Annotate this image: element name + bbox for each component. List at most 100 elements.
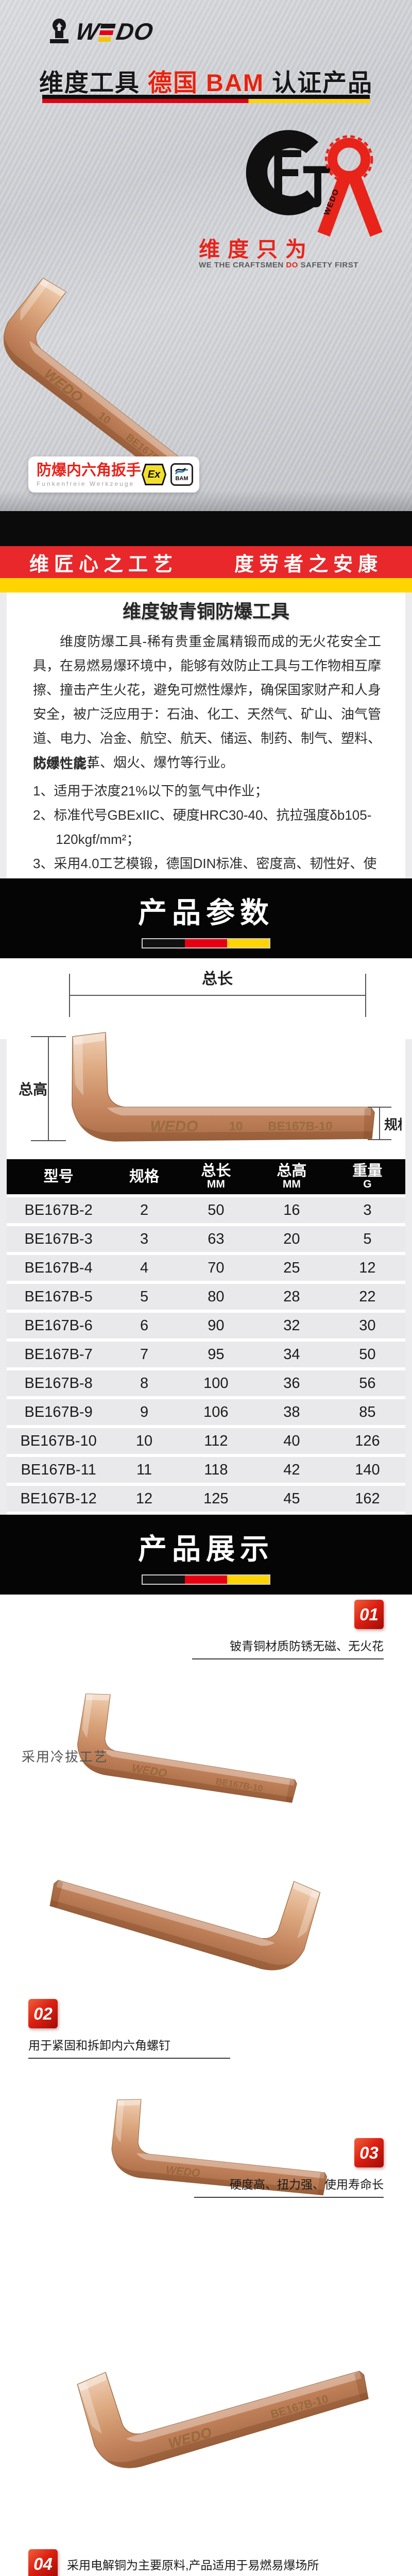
right-gutter-mid: [405, 1039, 412, 1515]
callout-04: 04 采用电解铜为主要原料,产品适用于易燃易爆场所: [28, 2549, 370, 2576]
flagbar-black-stripe: [0, 511, 412, 546]
cell-height: 16: [283, 1201, 300, 1218]
slogan-en-pre: WE THE CRAFTSMEN: [199, 261, 286, 269]
performance-item-2: 2、标准代号GBExIIC、硬度HRC30-40、抗拉强度δb105-120kg…: [33, 807, 372, 847]
product-photo-4: WEDO BE167B-10: [75, 2303, 372, 2478]
cell-weight: 56: [359, 1375, 376, 1392]
cell-length: 90: [208, 1317, 225, 1334]
callout-number-badge: 04: [28, 2549, 58, 2576]
callout-number-badge: 02: [28, 1999, 58, 2028]
cell-model: BE167B-11: [21, 1461, 96, 1478]
cell-height: 45: [283, 1490, 300, 1507]
table-header-row: 型号 规格 总长 MM 总高 MM 重量 G: [7, 1159, 405, 1194]
left-gutter-mid: [0, 1039, 7, 1515]
cell-spec: 4: [140, 1259, 149, 1276]
table-row: BE167B-12 12 125 45 162: [7, 1486, 405, 1512]
spec-table: 型号 规格 总长 MM 总高 MM 重量 G BE167B-2 2 50 16 3 BE167…: [7, 1159, 405, 1512]
headline-brand: 维度工具: [39, 69, 148, 96]
flag-chip-icon: [142, 938, 270, 948]
wedo-logo-icon: [50, 19, 68, 43]
cell-height: 25: [283, 1259, 300, 1276]
callout-text: 铍青铜材质防锈无磁、无火花: [192, 1636, 384, 1659]
slogan-en-post: SAFETY FIRST: [298, 261, 358, 269]
performance-item-1: 1、适用于浓度21%以下的氢气中作业；: [33, 783, 268, 799]
table-row: BE167B-8 8 100 36 56: [7, 1370, 405, 1396]
callout-01: 01 铍青铜材质防锈无磁、无火花: [192, 1600, 384, 1659]
headline-certified: 认证产品: [264, 69, 373, 96]
product-photo-3: WEDO: [109, 2096, 333, 2198]
cell-height: 20: [283, 1230, 300, 1247]
slogan-en-do: DO: [286, 261, 298, 269]
cell-model: BE167B-12: [20, 1490, 97, 1507]
cell-height: 36: [283, 1375, 300, 1392]
cell-weight: 162: [355, 1490, 380, 1507]
ex-atex-icon: Ex: [142, 464, 166, 485]
flagbar-red-stripe: 维匠心之工艺 度劳者之安康: [0, 546, 412, 578]
ex-text: Ex: [143, 465, 165, 484]
cell-model: BE167B-10: [20, 1432, 97, 1449]
cell-weight: 30: [359, 1317, 376, 1334]
flag-chip-icon: [142, 1574, 270, 1585]
german-flag-slogan-bar: 维匠心之工艺 度劳者之安康: [0, 511, 412, 592]
callout-02: 02 用于紧固和拆卸内六角螺钉: [28, 1999, 230, 2059]
cold-drawn-label: 采用冷拔工艺: [22, 1749, 109, 1765]
wedo-logo: W DO: [47, 18, 156, 45]
cell-spec: 7: [140, 1346, 149, 1363]
col-header-weight: 重量 G: [352, 1163, 383, 1190]
cell-length: 80: [208, 1288, 225, 1305]
wedo-person-icon: WEDO: [317, 135, 383, 237]
cell-length: 106: [203, 1403, 229, 1420]
parameters-banner-title: 产品参数: [138, 896, 274, 929]
cell-height: 32: [283, 1317, 300, 1334]
product-photo-1: WEDO BE167B-10: [73, 1690, 306, 1805]
left-gutter-top: [0, 592, 7, 878]
col-header-model: 型号: [43, 1168, 74, 1185]
cell-length: 125: [203, 1490, 229, 1507]
cell-length: 95: [208, 1346, 225, 1363]
showcase-banner-title: 产品展示: [138, 1533, 274, 1565]
cell-weight: 3: [363, 1201, 372, 1218]
diagram-marking-brand: WEDO: [150, 1118, 198, 1135]
cell-weight: 50: [359, 1346, 376, 1363]
flagbar-slogan-left: 维匠心之工艺: [29, 553, 178, 575]
cell-weight: 5: [363, 1230, 372, 1247]
flagbar-yellow-stripe: [0, 578, 412, 592]
bam-certified-headline: 维度工具 德国 BAM 认证产品: [0, 63, 412, 98]
cell-length: 70: [208, 1259, 225, 1276]
cell-spec: 11: [136, 1461, 152, 1478]
dim-label-total-length: 总长: [202, 971, 233, 988]
cell-spec: 6: [140, 1317, 149, 1334]
cell-model: BE167B-7: [24, 1346, 93, 1363]
diagram-marking-size: 10: [229, 1120, 243, 1133]
cell-length: 100: [203, 1375, 229, 1392]
cell-spec: 9: [140, 1403, 149, 1420]
cell-spec: 5: [140, 1288, 149, 1305]
cell-model: BE167B-2: [24, 1201, 93, 1218]
product-parameters-banner: 产品参数: [0, 878, 412, 958]
cell-spec: 2: [140, 1201, 149, 1218]
col-header-height: 总高 MM: [277, 1163, 307, 1190]
bam-text: BAM: [175, 475, 188, 482]
table-row: BE167B-6 6 90 32 30: [7, 1313, 405, 1338]
craftsman-emblem-icon: [246, 130, 331, 215]
intro-paragraph: 维度防爆工具-稀有贵重金属精锻而成的无火花安全工具，在易燃易爆环境中，能够有效防…: [33, 634, 382, 770]
cell-weight: 85: [359, 1403, 376, 1420]
product-showcase-banner: 产品展示: [0, 1515, 412, 1595]
table-row: BE167B-4 4 70 25 12: [7, 1255, 405, 1281]
bam-swirl-icon: [175, 467, 188, 474]
table-row: BE167B-9 9 106 38 85: [7, 1399, 405, 1425]
product-label-subtitle: Funkenfreie Werkzeuge: [37, 480, 135, 487]
right-gutter-top: [405, 592, 412, 878]
callout-number-badge: 01: [354, 1600, 384, 1629]
callout-text: 用于紧固和拆卸内六角螺钉: [28, 2036, 230, 2059]
table-row: BE167B-5 5 80 28 22: [7, 1284, 405, 1310]
callout-text: 采用电解铜为主要原料,产品适用于易燃易爆场所: [67, 2555, 370, 2576]
cell-spec: 10: [135, 1432, 153, 1449]
cell-spec: 8: [140, 1375, 149, 1392]
cell-length: 63: [208, 1230, 225, 1247]
cell-height: 40: [283, 1432, 300, 1449]
table-row: BE167B-7 7 95 34 50: [7, 1342, 405, 1367]
table-row: BE167B-11 11 118 42 140: [7, 1457, 405, 1483]
slogan-chinese: 维度只为: [199, 238, 314, 261]
